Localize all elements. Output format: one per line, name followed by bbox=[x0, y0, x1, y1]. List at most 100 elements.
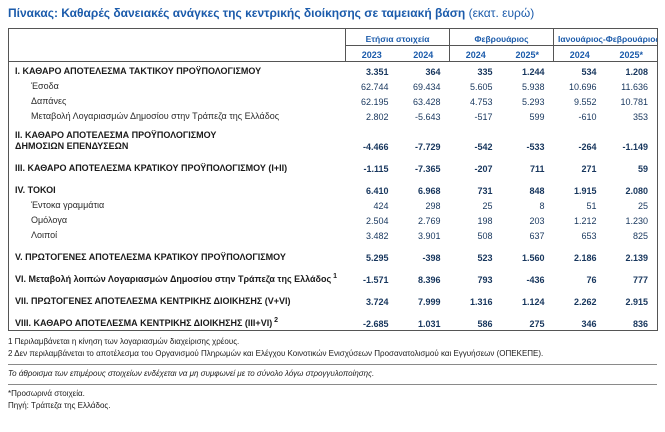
cell-value: 523 bbox=[477, 253, 493, 263]
cell-value: 9.552 bbox=[573, 97, 597, 107]
cell-value: 3.724 bbox=[365, 297, 389, 307]
table-body: I. ΚΑΘΑΡΟ ΑΠΟΤΕΛΕΣΜΑ ΤΑΚΤΙΚΟΥ ΠΡΟΫΠΟΛΟΓΙ… bbox=[9, 62, 658, 331]
cell-value: -542 bbox=[474, 142, 493, 152]
cell-value: -264 bbox=[578, 142, 597, 152]
cell-value: 59 bbox=[638, 164, 649, 174]
cell-value: 8.396 bbox=[417, 275, 441, 285]
cell-value: 5.605 bbox=[469, 82, 493, 92]
header-empty-cell bbox=[9, 29, 346, 46]
table-row: II. ΚΑΘΑΡΟ ΑΠΟΤΕΛΕΣΜΑ ΠΡΟΫΠΟΛΟΓΙΣΜΟΥ ΔΗΜ… bbox=[9, 129, 658, 153]
cell-value: 2.186 bbox=[573, 253, 597, 263]
row-label: Μεταβολή Λογαριασμών Δημοσίου στην Τράπε… bbox=[31, 111, 280, 121]
cell-value: -533 bbox=[526, 142, 545, 152]
cell-value: -1.149 bbox=[622, 142, 649, 152]
header-year-row: 2023 2024 2024 2025* 2024 2025* bbox=[8, 45, 658, 62]
cell-value: 25 bbox=[638, 201, 649, 211]
cell-value: 4.753 bbox=[469, 97, 493, 107]
row-label: IV. ΤΟΚΟΙ bbox=[15, 185, 56, 195]
table-row: I. ΚΑΘΑΡΟ ΑΠΟΤΕΛΕΣΜΑ ΤΑΚΤΙΚΟΥ ΠΡΟΫΠΟΛΟΓΙ… bbox=[9, 62, 658, 79]
table-row: Μεταβολή Λογαριασμών Δημοσίου στην Τράπε… bbox=[9, 108, 658, 123]
cell-value: 3.482 bbox=[365, 231, 389, 241]
cell-value: 62.195 bbox=[360, 97, 389, 107]
cell-value: 335 bbox=[477, 67, 493, 77]
year-col-annual-2023: 2023 bbox=[345, 45, 398, 62]
cell-value: 1.244 bbox=[521, 67, 545, 77]
cell-value: 346 bbox=[581, 319, 597, 329]
cell-value: 7.999 bbox=[417, 297, 441, 307]
footnote: 1 Περιλαμβάνεται η κίνηση των λογαριασμώ… bbox=[8, 337, 240, 346]
table-row: Ομόλογα 2.504 2.769 198 203 1.212 1.230 bbox=[9, 212, 658, 227]
cell-value: -7.729 bbox=[414, 142, 441, 152]
cell-value: 63.428 bbox=[412, 97, 441, 107]
cell-value: 1.560 bbox=[521, 253, 545, 263]
table-row: Έσοδα 62.744 69.434 5.605 5.938 10.696 11.636 bbox=[9, 78, 658, 93]
divider-line bbox=[8, 364, 657, 365]
provisional-note: *Προσωρινά στοιχεία. bbox=[8, 389, 85, 398]
cell-value: 6.410 bbox=[365, 186, 389, 196]
cell-value: 198 bbox=[477, 216, 493, 226]
cell-value: 653 bbox=[581, 231, 597, 241]
cell-value: 2.504 bbox=[365, 216, 389, 226]
cell-value: 1.230 bbox=[625, 216, 649, 226]
cell-value: 2.915 bbox=[625, 297, 649, 307]
table-row: VII. ΠΡΩΤΟΓΕΝΕΣ ΑΠΟΤΕΛΕΣΜΑ ΚΕΝΤΡΙΚΗΣ ΔΙΟ… bbox=[9, 292, 658, 308]
cell-value: 508 bbox=[477, 231, 493, 241]
cell-value: 5.295 bbox=[365, 253, 389, 263]
cell-value: 711 bbox=[529, 164, 545, 174]
footnote-ref: 2 bbox=[272, 317, 279, 324]
row-label: VI. Μεταβολή λοιπών Λογαριασμών Δημοσίου… bbox=[15, 273, 338, 284]
table-row: V. ΠΡΩΤΟΓΕΝΕΣ ΑΠΟΤΕΛΕΣΜΑ ΚΡΑΤΙΚΟΥ ΠΡΟΫΠΟ… bbox=[9, 248, 658, 264]
cell-value: 364 bbox=[425, 67, 441, 77]
cell-value: 76 bbox=[586, 275, 597, 285]
cell-value: 298 bbox=[425, 201, 441, 211]
table-row: III. ΚΑΘΑΡΟ ΑΠΟΤΕΛΕΣΜΑ ΚΡΑΤΙΚΟΥ ΠΡΟΫΠΟΛΟ… bbox=[9, 159, 658, 175]
cell-value: 1.208 bbox=[625, 67, 649, 77]
row-label: Ομόλογα bbox=[31, 215, 68, 225]
cell-value: -1.115 bbox=[363, 164, 389, 174]
cell-value: -436 bbox=[526, 275, 545, 285]
cell-value: 8 bbox=[539, 201, 545, 211]
cell-value: 1.212 bbox=[573, 216, 597, 226]
cell-value: -4.466 bbox=[362, 142, 389, 152]
cell-value: 10.781 bbox=[620, 97, 649, 107]
cell-value: 1.031 bbox=[417, 319, 441, 329]
cell-value: 2.802 bbox=[365, 112, 389, 122]
table-header: Ετήσια στοιχεία Φεβρουάριος Ιανουάριος-Φ… bbox=[8, 28, 658, 62]
cell-value: -2.685 bbox=[362, 319, 389, 329]
cell-value: 69.434 bbox=[412, 82, 441, 92]
year-col-feb-2025: 2025* bbox=[501, 45, 554, 62]
cell-value: 51 bbox=[586, 201, 597, 211]
cell-value: 599 bbox=[529, 112, 545, 122]
header-group-row: Ετήσια στοιχεία Φεβρουάριος Ιανουάριος-Φ… bbox=[9, 28, 658, 46]
cell-value: 5.293 bbox=[521, 97, 545, 107]
row-label: V. ΠΡΩΤΟΓΕΝΕΣ ΑΠΟΤΕΛΕΣΜΑ ΚΡΑΤΙΚΟΥ ΠΡΟΫΠΟ… bbox=[15, 252, 286, 262]
header-empty-cell bbox=[8, 45, 346, 62]
cell-value: 424 bbox=[373, 201, 389, 211]
year-col-janfeb-2024: 2024 bbox=[553, 45, 606, 62]
page-title-text: Πίνακας: Καθαρές δανειακές ανάγκες της κ… bbox=[8, 6, 466, 20]
cell-value: 275 bbox=[529, 319, 545, 329]
row-label: Έσοδα bbox=[31, 81, 59, 91]
cell-value: 777 bbox=[633, 275, 649, 285]
table-row: VI. Μεταβολή λοιπών Λογαριασμών Δημοσίου… bbox=[9, 270, 658, 286]
cell-value: 637 bbox=[529, 231, 545, 241]
cell-value: 2.080 bbox=[625, 186, 649, 196]
row-label: II. ΚΑΘΑΡΟ ΑΠΟΤΕΛΕΣΜΑ ΠΡΟΫΠΟΛΟΓΙΣΜΟΥ ΔΗΜ… bbox=[15, 130, 217, 151]
cell-value: 534 bbox=[581, 67, 597, 77]
source-note: Πηγή: Τράπεζα της Ελλάδος. bbox=[8, 401, 111, 410]
cell-value: 2.262 bbox=[573, 297, 597, 307]
row-label: I. ΚΑΘΑΡΟ ΑΠΟΤΕΛΕΣΜΑ ΤΑΚΤΙΚΟΥ ΠΡΟΫΠΟΛΟΓΙ… bbox=[15, 66, 262, 76]
cell-value: -517 bbox=[474, 112, 493, 122]
cell-value: 6.968 bbox=[417, 186, 441, 196]
col-group-jan-feb: Ιανουάριος-Φεβρουάριος bbox=[553, 28, 658, 46]
table-row: IV. ΤΟΚΟΙ 6.410 6.968 731 848 1.915 2.080 bbox=[9, 181, 658, 197]
cell-value: 731 bbox=[477, 186, 493, 196]
divider-line bbox=[8, 384, 657, 385]
col-group-annual: Ετήσια στοιχεία bbox=[344, 28, 450, 46]
row-label: Έντοκα γραμμάτια bbox=[31, 200, 105, 210]
cell-value: 5.938 bbox=[521, 82, 545, 92]
cell-value: 1.915 bbox=[573, 186, 597, 196]
page-title: Πίνακας: Καθαρές δανειακές ανάγκες της κ… bbox=[8, 6, 657, 21]
table-row: Έντοκα γραμμάτια 424 298 25 8 51 25 bbox=[9, 197, 658, 212]
cell-value: -1.571 bbox=[362, 275, 389, 285]
